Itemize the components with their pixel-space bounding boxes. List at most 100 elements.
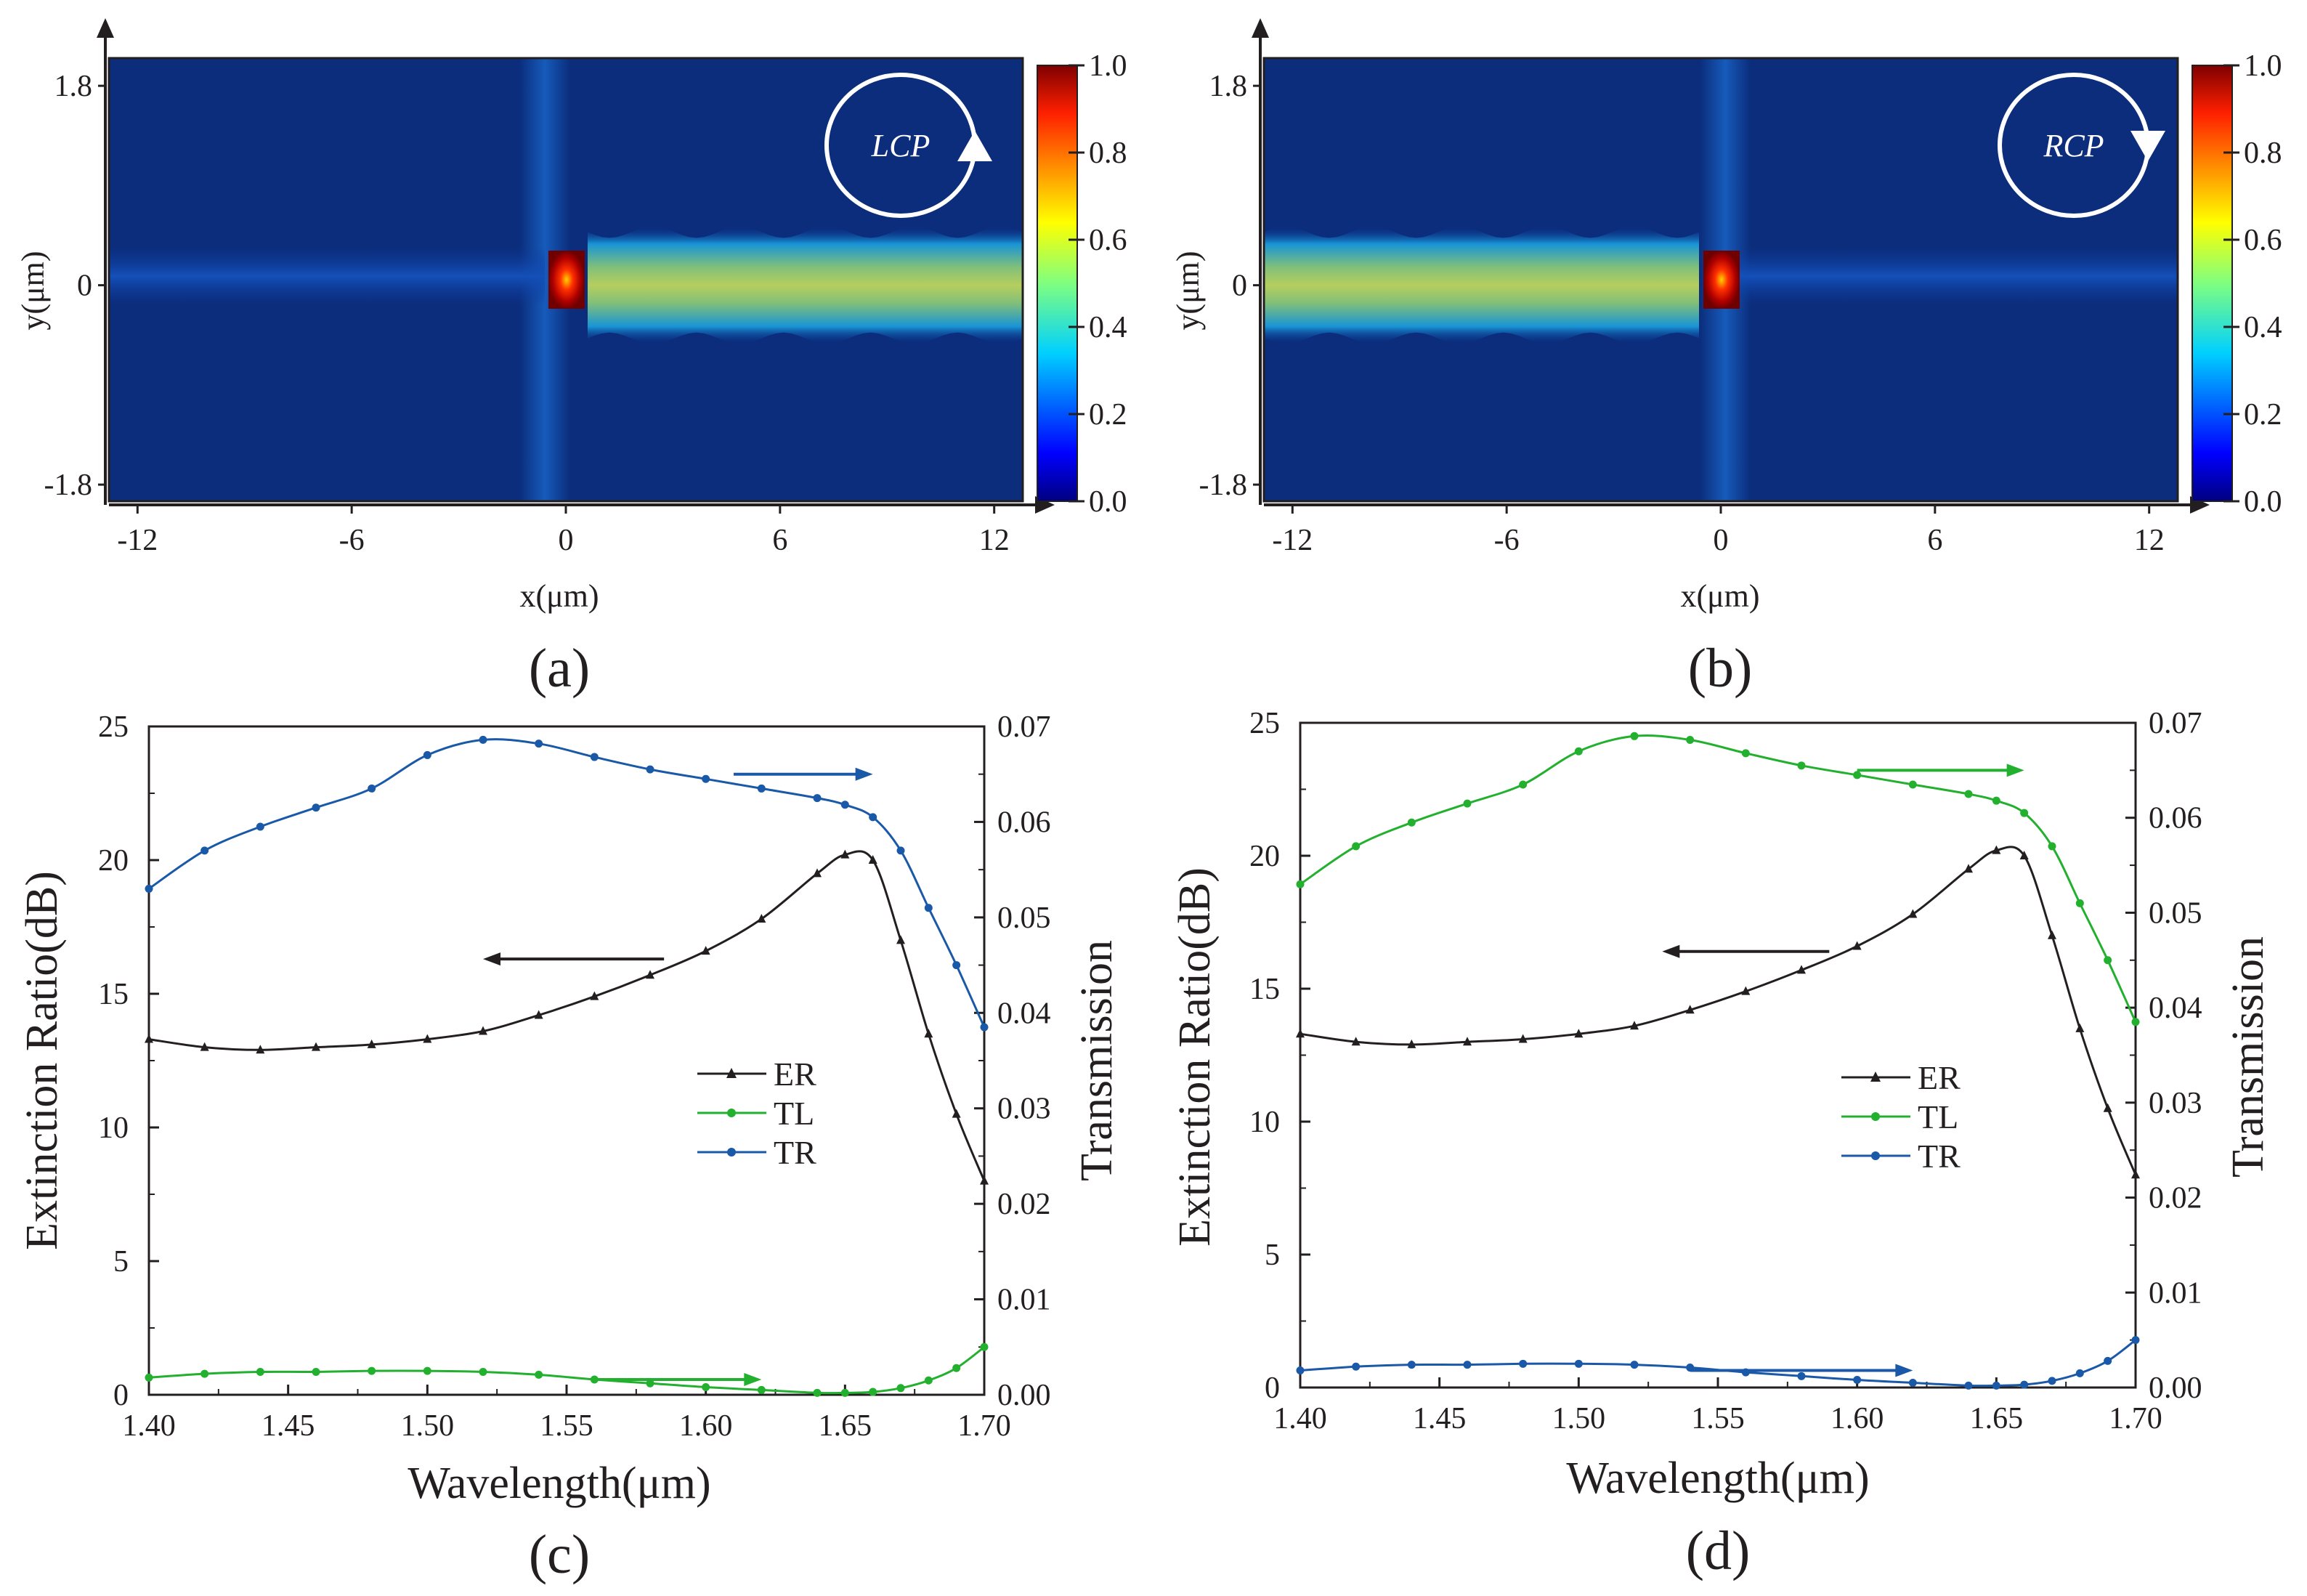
colorbar-tick-label: 0.2 [1089, 398, 1127, 432]
y-tick-label: 1.8 [1209, 70, 1248, 103]
y-axis-arrow [97, 18, 114, 38]
guided-beam [588, 226, 1023, 344]
data-point [1908, 909, 1918, 918]
data-point [312, 1042, 320, 1051]
data-point [1741, 749, 1750, 758]
y2-tick-label: 0.03 [2149, 1087, 2202, 1120]
x-tick-label: 1.45 [261, 1409, 315, 1443]
colorbar-tick-label: 0.4 [2244, 311, 2282, 344]
legend-item-tr: TR [697, 1134, 816, 1171]
colorbar-tick-label: 0.8 [2244, 137, 2282, 170]
colorbar-tick-label: 0.8 [1089, 137, 1127, 170]
panel-label-d: (d) [1686, 1520, 1751, 1581]
data-point [701, 946, 710, 955]
data-point [702, 774, 710, 783]
plot-frame [147, 725, 986, 1396]
y-tick-label: 0 [113, 1379, 129, 1412]
data-point [1797, 1372, 1806, 1380]
data-point [757, 784, 766, 793]
x-tick-label: 0 [1714, 524, 1729, 557]
data-point [646, 1379, 654, 1388]
data-point [256, 1045, 265, 1054]
legend-marker [727, 1148, 736, 1157]
y-tick-label: 0 [1265, 1372, 1280, 1405]
data-point [2048, 1377, 2056, 1385]
data-point [200, 1369, 209, 1378]
data-point [840, 1388, 849, 1397]
data-point [2075, 899, 2084, 907]
y-tick-label: 20 [1249, 840, 1280, 873]
legend-label: TL [774, 1095, 814, 1132]
data-point [646, 765, 654, 774]
series-line-tl [1300, 734, 2137, 1023]
data-point [1992, 845, 2001, 854]
data-point [1296, 1029, 1305, 1038]
panel-b-heatmap: -12 -6 0 6 12 1.8 0 -1.8 x(μm) y(μm) RCP 1.0 0.… [1170, 18, 2282, 699]
data-point [757, 1385, 766, 1394]
y2-tick-label: 0.04 [2149, 992, 2202, 1025]
y2-tick-label: 0.05 [2149, 896, 2202, 930]
data-point [312, 803, 320, 812]
x-tick-label: 1.55 [540, 1409, 593, 1443]
data-point [1518, 1034, 1528, 1043]
legend-marker [1871, 1151, 1880, 1160]
data-point [952, 1109, 961, 1118]
data-point [368, 784, 376, 793]
y2-tick-label: 0.00 [2149, 1372, 2202, 1405]
legend-label: TR [774, 1134, 816, 1171]
arrow-head [1662, 944, 1680, 958]
y-axis-label: Extinction Ratio(dB) [17, 871, 67, 1250]
series-tr [1296, 1336, 2140, 1390]
y2-tick-label: 0.00 [997, 1379, 1051, 1412]
data-point [1964, 864, 1973, 873]
data-point [1352, 842, 1361, 851]
hot-spot [548, 251, 585, 309]
data-point [2131, 1018, 2140, 1026]
legend-item-tl: TL [697, 1095, 814, 1132]
data-point [1519, 1359, 1528, 1368]
colorbar [2192, 65, 2233, 502]
colorbar-tick-label: 0.0 [2244, 485, 2282, 519]
colorbar-tick-label: 0.4 [1089, 311, 1127, 344]
data-point [924, 1029, 933, 1038]
data-point [2103, 1103, 2112, 1112]
data-point [896, 935, 905, 944]
x-tick-label: -12 [1272, 524, 1313, 557]
data-point [924, 904, 933, 912]
legend-label: ER [1918, 1059, 1961, 1096]
y2-tick-label: 0.02 [997, 1188, 1051, 1221]
series-tl [1296, 732, 2140, 1026]
colorbar-tick-label: 1.0 [2244, 49, 2282, 83]
panel-a-heatmap: -12 -6 0 6 12 1.8 0 -1.8 x(μm) y(μm) LCP 1.0 0.… [15, 18, 1127, 699]
y-axis-arrow [1252, 18, 1269, 38]
data-point [924, 1376, 933, 1385]
colorbar-tick-label: 1.0 [1089, 49, 1127, 83]
legend-label: ER [774, 1056, 816, 1093]
polarization-label: LCP [871, 128, 930, 163]
data-point [479, 1367, 487, 1376]
data-point [1463, 1037, 1472, 1046]
data-point [145, 1034, 153, 1043]
x-tick-label: 0 [559, 524, 574, 557]
y2-tick-label: 0.07 [997, 710, 1051, 744]
y2-axis-label: Transmission [1072, 940, 1122, 1181]
data-point [980, 1342, 989, 1351]
weak-beam [109, 247, 545, 305]
data-point [896, 1384, 905, 1393]
data-point [2048, 842, 2056, 851]
data-point [2020, 809, 2029, 817]
data-point [1964, 1381, 1973, 1390]
data-point [1992, 1381, 2000, 1390]
series-er [1296, 845, 2140, 1179]
data-point [2131, 1336, 2140, 1345]
legend-item-tl: TL [1841, 1098, 1958, 1135]
x-tick-label: 1.45 [1413, 1402, 1467, 1435]
series-line-tr [148, 738, 986, 1028]
data-point [813, 868, 822, 878]
y-tick-label: -1.8 [1199, 469, 1248, 502]
data-point [312, 1367, 320, 1376]
y2-tick-label: 0.03 [997, 1093, 1051, 1126]
data-point [367, 1039, 376, 1048]
data-point [145, 884, 153, 893]
